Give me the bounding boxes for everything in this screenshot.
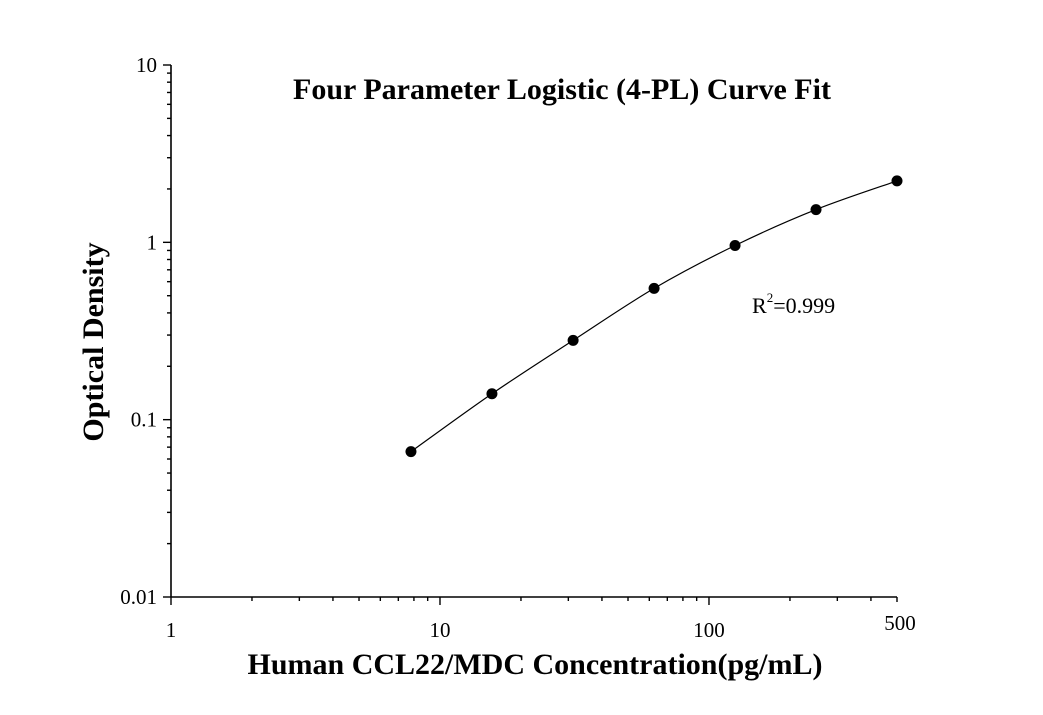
data-points bbox=[405, 175, 903, 458]
y-axis-label: Optical Density bbox=[77, 242, 110, 441]
data-point bbox=[405, 446, 417, 458]
data-point bbox=[486, 388, 498, 400]
r-squared-superscript: 2 bbox=[767, 290, 774, 305]
x-tick-label: 10 bbox=[429, 618, 450, 642]
data-point bbox=[729, 239, 741, 251]
tick-labels: 0.01 0.1 1 10 1 10 100 500 bbox=[120, 53, 916, 642]
r-squared-annotation: R2=0.999 bbox=[752, 290, 835, 318]
y-tick-label: 0.01 bbox=[120, 585, 157, 609]
data-point bbox=[648, 282, 660, 294]
data-point bbox=[567, 334, 579, 346]
y-tick-label: 1 bbox=[147, 230, 158, 254]
ticks bbox=[163, 64, 898, 605]
axes bbox=[170, 65, 897, 598]
r-squared-letter: R bbox=[752, 293, 767, 318]
r-squared-value: =0.999 bbox=[773, 293, 835, 318]
x-tick-label: 500 bbox=[884, 611, 916, 635]
y-tick-label: 10 bbox=[136, 53, 157, 77]
data-point bbox=[891, 175, 903, 187]
x-tick-label: 1 bbox=[166, 618, 177, 642]
y-tick-label: 0.1 bbox=[131, 408, 157, 432]
x-tick-label: 100 bbox=[693, 618, 725, 642]
x-axis-label: Human CCL22/MDC Concentration(pg/mL) bbox=[248, 648, 823, 681]
chart-title: Four Parameter Logistic (4-PL) Curve Fit bbox=[293, 73, 831, 106]
data-point bbox=[810, 204, 822, 216]
